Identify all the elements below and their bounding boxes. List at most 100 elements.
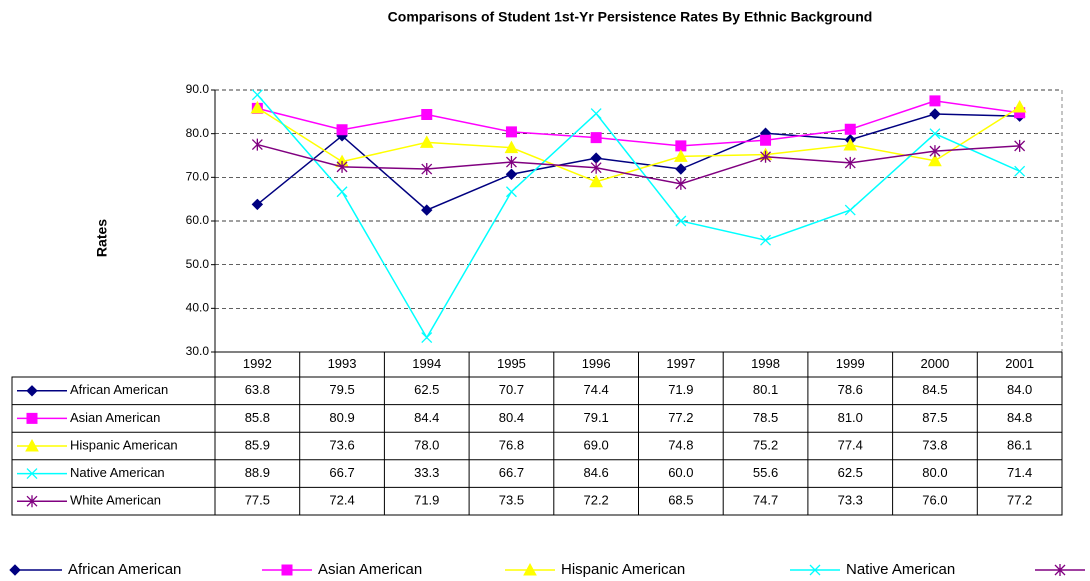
marker	[251, 138, 263, 151]
table-cell: 68.5	[668, 493, 693, 508]
table-cell: 84.5	[922, 382, 947, 397]
marker	[590, 108, 602, 120]
table-cell: 77.4	[838, 437, 863, 452]
marker	[928, 153, 942, 167]
series-line	[256, 94, 1020, 340]
table-cell: 80.1	[753, 382, 778, 397]
table-key-marker	[26, 495, 38, 508]
table-cell: 75.2	[753, 437, 778, 452]
marker	[929, 108, 941, 120]
marker	[675, 163, 687, 175]
series-line	[257, 100, 1020, 147]
table-cell: 69.0	[583, 437, 608, 452]
marker	[1012, 99, 1027, 113]
y-tick-label: 50.0	[186, 257, 210, 271]
marker	[250, 100, 265, 114]
legend-label: Native American	[846, 561, 955, 578]
marker	[760, 134, 772, 146]
table-cell: 84.6	[583, 465, 608, 480]
table-key-marker	[26, 385, 38, 397]
marker	[675, 215, 687, 227]
x-tick-label: 1996	[582, 356, 611, 371]
x-tick-label: 1994	[412, 356, 441, 371]
table-cell: 77.2	[1007, 493, 1032, 508]
table-cell: 71.9	[668, 382, 693, 397]
table-cell: 84.0	[1007, 382, 1032, 397]
chart-title: Comparisons of Student 1st-Yr Persistenc…	[388, 9, 873, 25]
marker	[675, 177, 687, 190]
table-cell: 80.9	[329, 410, 354, 425]
marker	[421, 332, 433, 344]
marker	[251, 198, 264, 211]
marker	[929, 95, 941, 107]
table-cell: 62.5	[838, 465, 863, 480]
marker	[589, 174, 603, 188]
marker	[505, 126, 517, 138]
marker	[505, 156, 517, 169]
legend-label: African American	[68, 561, 181, 578]
y-tick-label: 90.0	[186, 82, 210, 96]
table-cell: 79.5	[329, 382, 354, 397]
table-cell: 62.5	[414, 382, 439, 397]
table-row-label: Asian American	[70, 410, 160, 425]
marker	[419, 135, 434, 148]
marker	[760, 150, 772, 163]
marker	[1014, 139, 1026, 152]
table-cell: 81.0	[838, 410, 863, 425]
marker	[760, 234, 772, 246]
table-row-label: Native American	[70, 465, 165, 480]
table-cell: 74.7	[753, 493, 778, 508]
x-tick-label: 1998	[751, 356, 780, 371]
table-cell: 78.5	[753, 410, 778, 425]
x-tick-label: 2000	[920, 356, 949, 371]
table-cell: 73.3	[838, 493, 863, 508]
table-cell: 73.6	[329, 437, 354, 452]
table-cell: 78.6	[838, 382, 863, 397]
table-cell: 84.4	[414, 410, 439, 425]
marker	[1014, 165, 1026, 177]
table-key-marker	[26, 468, 38, 480]
table-cell: 80.4	[499, 410, 524, 425]
table-cell: 72.4	[329, 493, 354, 508]
legend-marker	[809, 564, 821, 576]
marker	[675, 140, 687, 152]
x-tick-label: 1993	[328, 356, 357, 371]
y-tick-label: 60.0	[186, 213, 210, 227]
legend-label: Asian American	[318, 561, 422, 578]
marker	[421, 204, 433, 216]
table-cell: 88.9	[245, 465, 270, 480]
table-cell: 85.8	[245, 410, 270, 425]
marker	[844, 204, 856, 216]
y-tick-label: 80.0	[186, 126, 210, 140]
table-cell: 73.8	[922, 437, 947, 452]
table-cell: 55.6	[753, 465, 778, 480]
x-tick-label: 2001	[1005, 356, 1034, 371]
table-cell: 66.7	[499, 465, 524, 480]
marker	[929, 145, 941, 158]
series-line	[256, 113, 1020, 211]
table-row-label: Hispanic American	[70, 437, 178, 452]
table-cell: 73.5	[499, 493, 524, 508]
legend-label: Hispanic American	[561, 561, 685, 578]
marker	[674, 149, 688, 162]
legend-marker	[1054, 564, 1066, 576]
marker	[844, 156, 856, 169]
marker	[421, 108, 433, 120]
table-cell: 86.1	[1007, 437, 1032, 452]
table-cell: 74.8	[668, 437, 693, 452]
table-row-label: African American	[70, 382, 168, 397]
marker	[336, 186, 348, 198]
table-cell: 80.0	[922, 465, 947, 480]
table-cell: 66.7	[329, 465, 354, 480]
marker	[336, 160, 348, 173]
marker	[336, 124, 348, 136]
table-cell: 85.9	[245, 437, 270, 452]
marker	[843, 137, 858, 151]
table-cell: 72.2	[583, 493, 608, 508]
table-cell: 79.1	[583, 410, 608, 425]
table-cell: 33.3	[414, 465, 439, 480]
table-cell: 77.5	[245, 493, 270, 508]
marker	[844, 123, 856, 135]
table-key-marker	[25, 438, 39, 452]
